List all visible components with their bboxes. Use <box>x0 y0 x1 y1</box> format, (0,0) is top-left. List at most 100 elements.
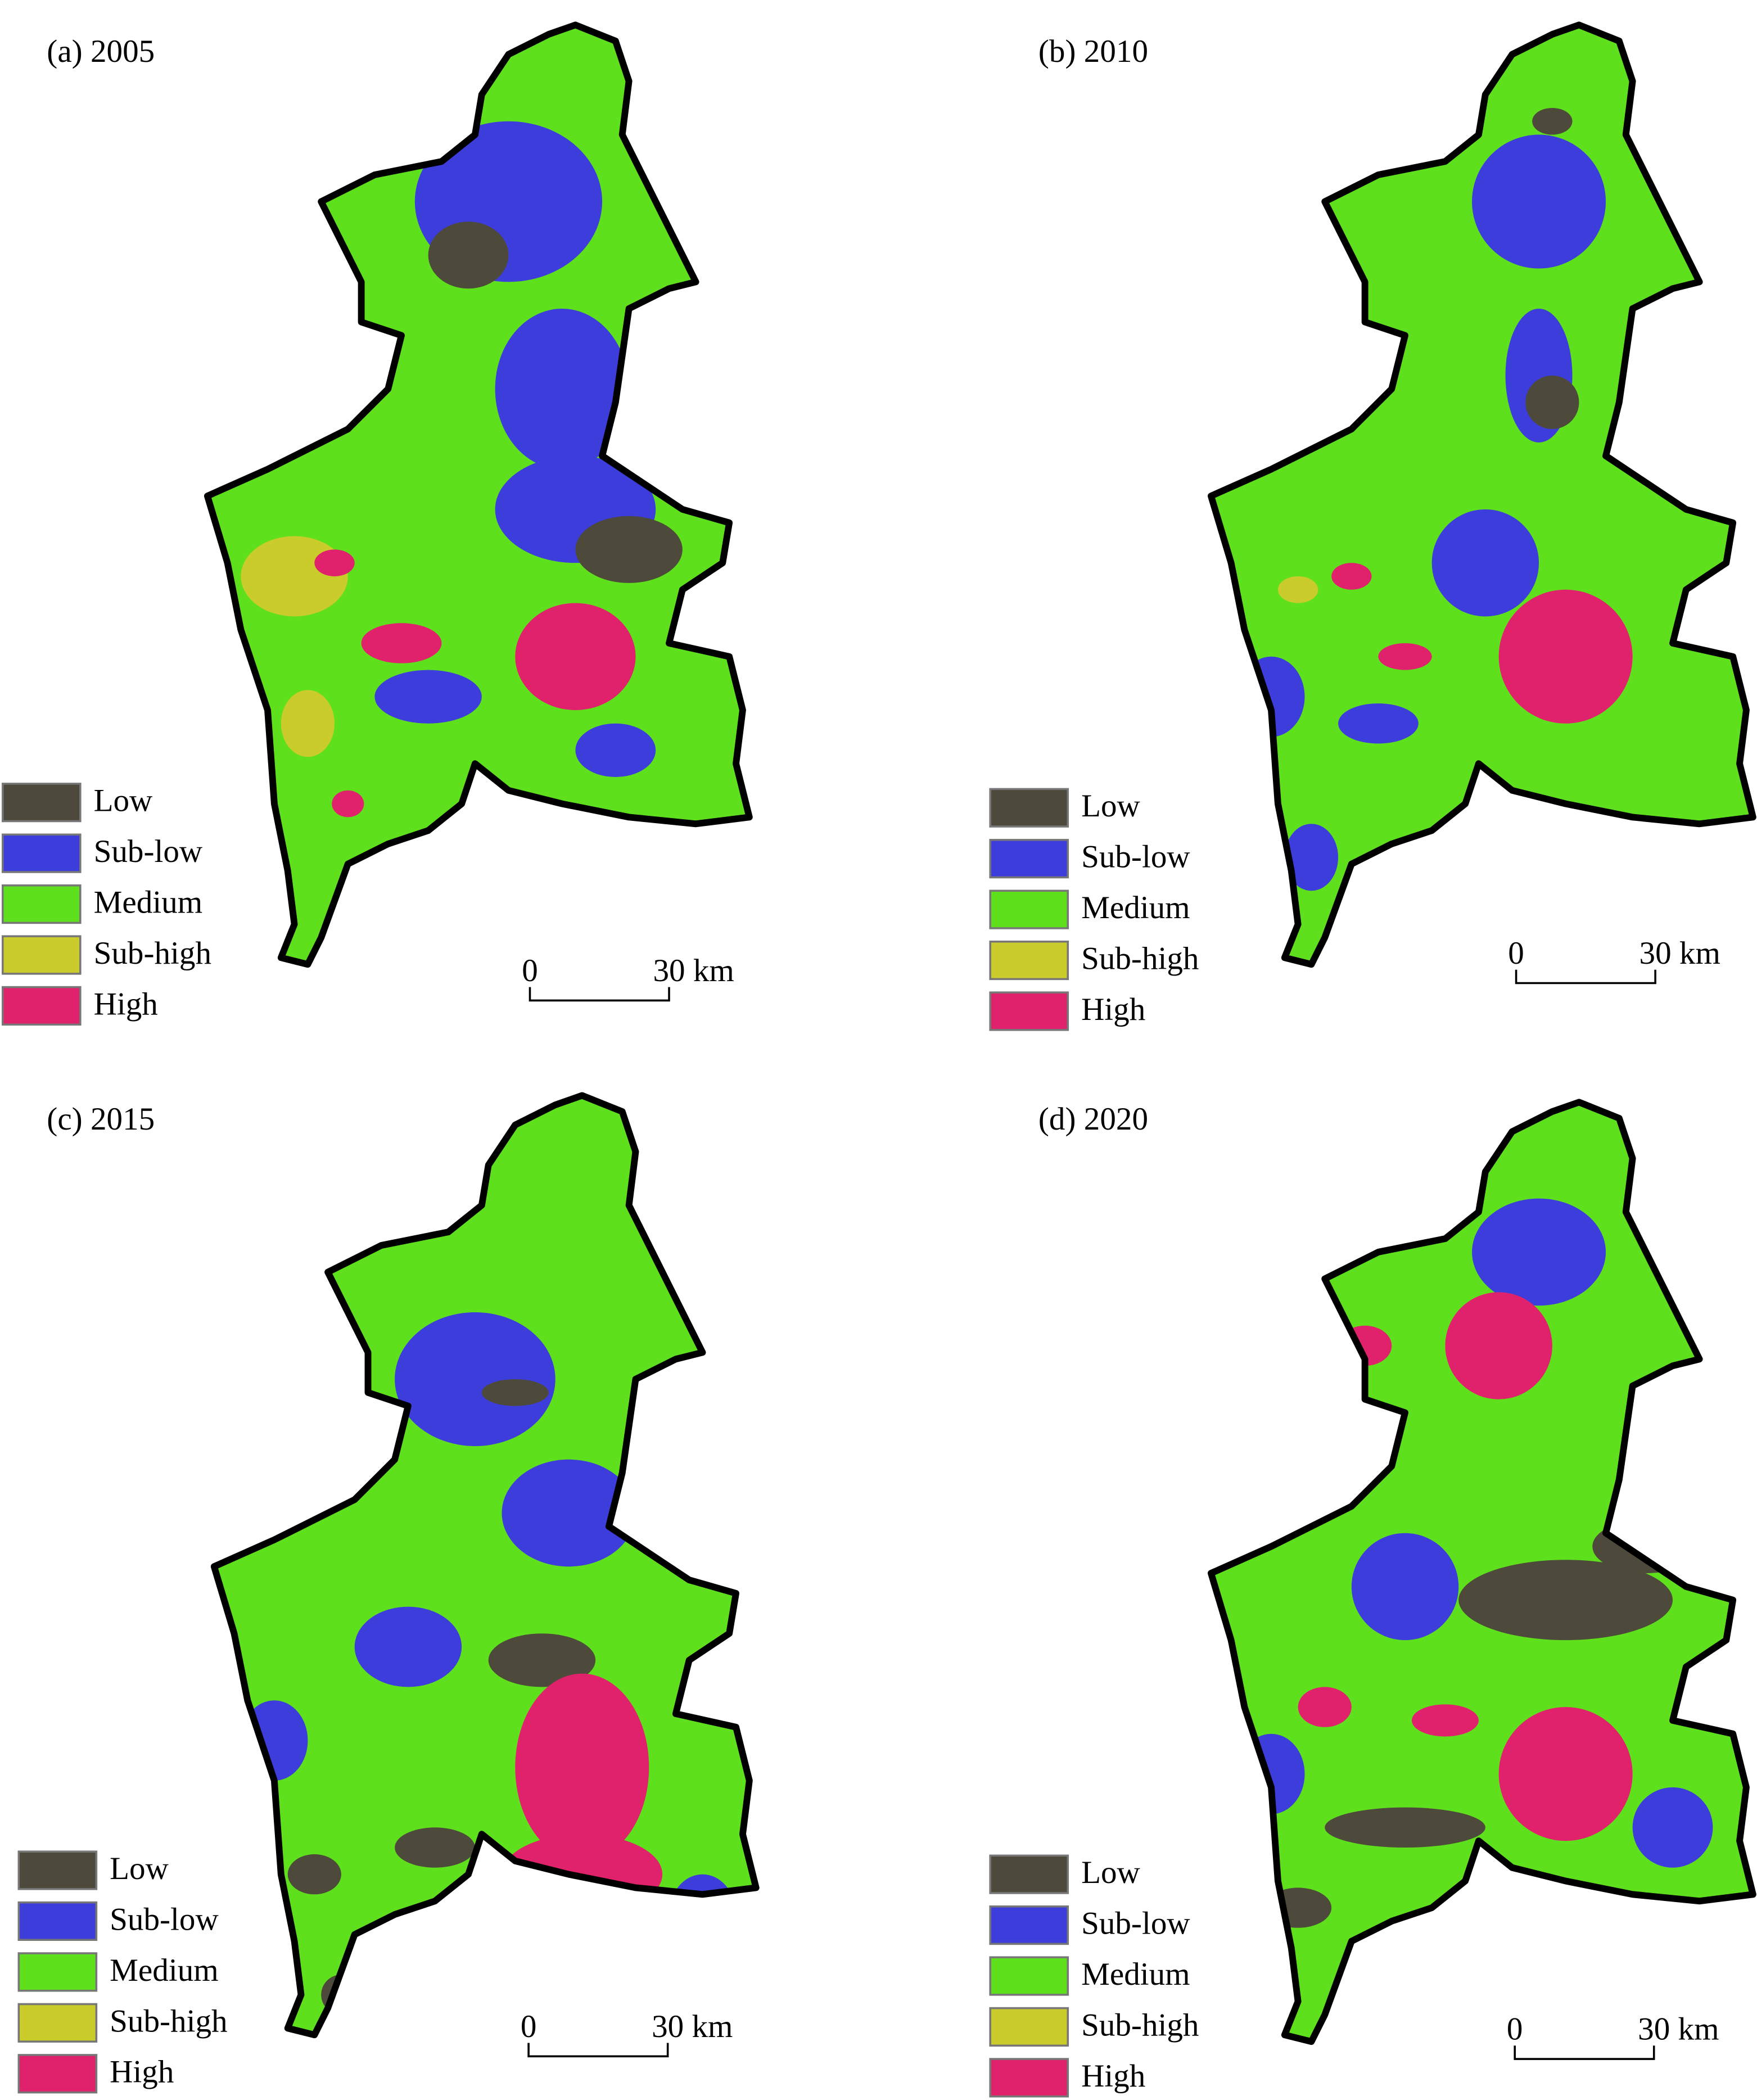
legend-swatch <box>1 884 82 924</box>
legend-label: Sub-high <box>1081 941 1199 977</box>
map-panel: (d) 2020 Low Sub-low Medium Sub-high High 0 30 … <box>989 1099 1756 2098</box>
legend-label: Low <box>1081 1855 1140 1890</box>
class-patch <box>1298 1687 1352 1727</box>
legend-label: Low <box>1081 788 1140 824</box>
legend-label: Sub-low <box>94 834 203 869</box>
legend-swatch <box>989 788 1069 828</box>
legend-swatch <box>989 889 1069 929</box>
class-patch <box>1458 1560 1673 1641</box>
legend-label: High <box>1081 2058 1145 2094</box>
region-boundary <box>1207 21 1756 968</box>
class-patch <box>241 536 348 617</box>
class-patch <box>1284 824 1339 891</box>
legend-label: Sub-high <box>94 936 211 971</box>
class-patch <box>575 516 683 583</box>
class-patch <box>1632 1787 1713 1868</box>
class-patch <box>1431 509 1539 617</box>
legend-label: Sub-low <box>1081 839 1190 875</box>
legend-label: Sub-high <box>110 2003 227 2039</box>
legend-label: High <box>94 986 158 1022</box>
legend-swatch <box>989 991 1069 1031</box>
class-patch <box>1445 1292 1552 1399</box>
class-patch <box>1532 107 1573 135</box>
class-patch <box>1472 1198 1606 1306</box>
legend-label: High <box>110 2054 174 2090</box>
region-boundary <box>204 21 753 968</box>
classes <box>1237 107 1633 891</box>
class-patch <box>314 549 355 576</box>
legend-swatch <box>1 783 82 823</box>
class-patch <box>1498 1707 1633 1841</box>
class-patch <box>481 1379 549 1406</box>
class-patch <box>1378 643 1432 670</box>
legend-swatch <box>17 2003 98 2043</box>
class-patch <box>287 1854 341 1895</box>
legend-swatch <box>989 839 1069 879</box>
class-patch <box>281 690 335 757</box>
class-patch <box>669 1874 737 1955</box>
legend-swatch <box>989 1905 1069 1945</box>
class-patch <box>495 308 629 469</box>
scale-end: 30 km <box>1639 936 1720 971</box>
class-patch <box>488 1633 596 1687</box>
legend-label: Medium <box>94 885 203 920</box>
region-boundary <box>1207 1099 1756 2045</box>
scale-bar <box>1515 969 1656 984</box>
scale-bar <box>529 987 670 1002</box>
scale-start: 0 <box>1507 2012 1523 2047</box>
legend-swatch <box>1 833 82 873</box>
legend-swatch <box>17 1952 98 1992</box>
legend-swatch <box>1 935 82 975</box>
legend-label: Sub-low <box>110 1902 219 1937</box>
legend-swatch <box>989 940 1069 981</box>
legend-swatch <box>989 2058 1069 2098</box>
map-panel: (b) 2010 Low Sub-low Medium Sub-high High 0 30 … <box>989 21 1756 1031</box>
class-patch <box>515 603 636 710</box>
scale-end: 30 km <box>1638 2012 1719 2047</box>
class-patch <box>1498 589 1633 724</box>
scale-end: 30 km <box>653 953 734 988</box>
legend-label: Medium <box>110 1953 219 1988</box>
scale-bar <box>1514 2045 1655 2060</box>
map-panel: (c) 2015 Low Sub-low Medium Sub-high High 0 30 … <box>17 1092 760 2094</box>
class-patch <box>361 623 442 663</box>
class-patch <box>395 1312 555 1446</box>
panel-title: (d) 2020 <box>1038 1101 1148 1137</box>
legend-label: Medium <box>1081 1957 1190 1992</box>
panel-title: (c) 2015 <box>47 1101 155 1137</box>
class-patch <box>395 1827 475 1868</box>
classes <box>1237 1198 1713 1928</box>
class-patch <box>1472 134 1606 269</box>
legend-swatch <box>989 2007 1069 2047</box>
scale-bar <box>527 2043 669 2058</box>
class-patch <box>332 790 364 818</box>
legend-label: Medium <box>1081 890 1190 925</box>
legend-label: Sub-high <box>1081 2007 1199 2043</box>
legend-swatch <box>17 1901 98 1941</box>
class-patch <box>1525 375 1579 430</box>
class-patch <box>428 222 509 289</box>
class-patch <box>1338 703 1419 744</box>
class-patch <box>575 723 656 777</box>
legend-swatch <box>989 1956 1069 1996</box>
class-patch <box>1264 1887 1332 1928</box>
legend-label: Low <box>94 783 153 819</box>
classes <box>241 121 683 818</box>
legend-label: High <box>1081 992 1145 1027</box>
legend-swatch <box>17 2054 98 2094</box>
class-patch <box>1411 1704 1479 1737</box>
legend-swatch <box>1 986 82 1026</box>
legend-label: Sub-low <box>1081 1906 1190 1941</box>
map-panel: (a) 2005 Low Sub-low Medium Sub-high High 0 30 … <box>1 21 753 1026</box>
scale-start: 0 <box>1508 936 1524 971</box>
class-patch <box>354 1606 462 1687</box>
class-patch <box>502 1459 636 1567</box>
region-boundary <box>210 1092 760 2039</box>
legend-swatch <box>989 1854 1069 1894</box>
class-patch <box>1331 563 1372 590</box>
scale-end: 30 km <box>652 2009 733 2044</box>
class-patch <box>374 670 482 724</box>
legend-swatch <box>17 1850 98 1890</box>
class-patch <box>515 1673 649 1861</box>
